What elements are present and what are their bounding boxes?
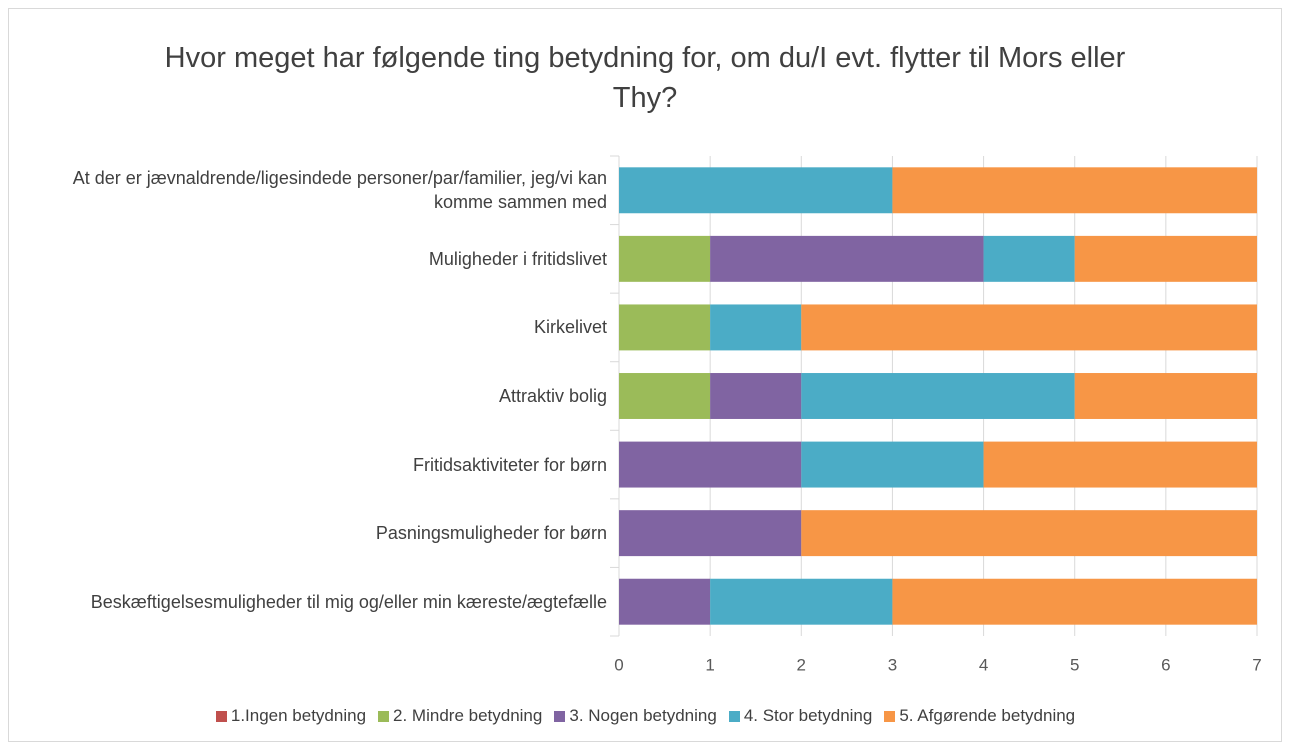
chart-title: Hvor meget har følgende ting betydning f…	[164, 42, 1126, 114]
legend-item: 1.Ingen betydning	[215, 706, 367, 726]
bar-segment	[801, 373, 1075, 419]
legend-swatch	[215, 710, 227, 722]
legend-item: 4. Stor betydning	[728, 706, 873, 726]
legend-label: 4. Stor betydning	[743, 706, 873, 725]
x-tick-label: 6	[1161, 655, 1170, 674]
y-tick-label: Muligheder i fritidslivet	[428, 248, 607, 269]
legend-item: 3. Nogen betydning	[554, 706, 717, 726]
bar-segment	[801, 510, 1257, 557]
bar-segment	[710, 304, 802, 351]
bar-segment	[710, 373, 802, 419]
legend-item: 2. Mindre betydning	[378, 706, 542, 726]
chart-frame	[8, 8, 1282, 742]
bar-segment	[801, 441, 984, 488]
bar-segment	[801, 304, 1257, 351]
x-tick-label: 1	[705, 655, 714, 674]
bar-segment	[892, 167, 1257, 214]
x-tick-label: 7	[1252, 655, 1261, 674]
x-tick-label: 5	[1070, 655, 1079, 674]
bar-segment	[619, 578, 711, 625]
x-tick-label: 3	[888, 655, 897, 674]
bar-segment	[619, 510, 802, 557]
bar-segment	[710, 235, 984, 282]
y-tick-label: Attraktiv bolig	[498, 386, 607, 406]
bar-segment	[1074, 235, 1257, 282]
bar-segment	[983, 235, 1075, 282]
bar-segment	[619, 373, 711, 419]
bar-segment	[710, 578, 893, 625]
bar-segment	[619, 441, 802, 488]
legend-swatch	[554, 710, 566, 722]
x-tick-label: 0	[614, 655, 623, 674]
y-tick-label: Fritidsaktiviteter for børn	[412, 454, 607, 475]
y-tick-label: Beskæftigelsesmuligheder til mig og/elle…	[90, 591, 607, 612]
bar-segment	[619, 235, 711, 282]
legend-swatch	[728, 710, 740, 722]
bar-segment	[1074, 373, 1257, 419]
y-tick-label: Pasningsmuligheder for børn	[375, 523, 607, 544]
y-tick-label: At der er jævnaldrende/ligesindede perso…	[72, 168, 607, 213]
bar-segment	[892, 578, 1257, 625]
bar-segment	[619, 304, 711, 351]
legend-label: 5. Afgørende betydning	[899, 706, 1076, 725]
bar-segment	[619, 167, 893, 214]
legend: 1.Ingen betydning 2. Mindre betydning 3. N…	[0, 706, 1291, 726]
legend-label: 2. Mindre betydning	[393, 706, 543, 725]
legend-label: 1.Ingen betydning	[230, 706, 367, 725]
x-tick-label: 2	[797, 655, 806, 674]
legend-swatch	[378, 710, 390, 722]
y-tick-label: Kirkelivet	[533, 317, 607, 338]
x-tick-label: 4	[979, 655, 988, 674]
legend-label: 3. Nogen betydning	[569, 706, 717, 725]
bar-segment	[983, 441, 1257, 488]
legend-item: 5. Afgørende betydning	[884, 706, 1075, 726]
legend-swatch	[884, 710, 896, 722]
